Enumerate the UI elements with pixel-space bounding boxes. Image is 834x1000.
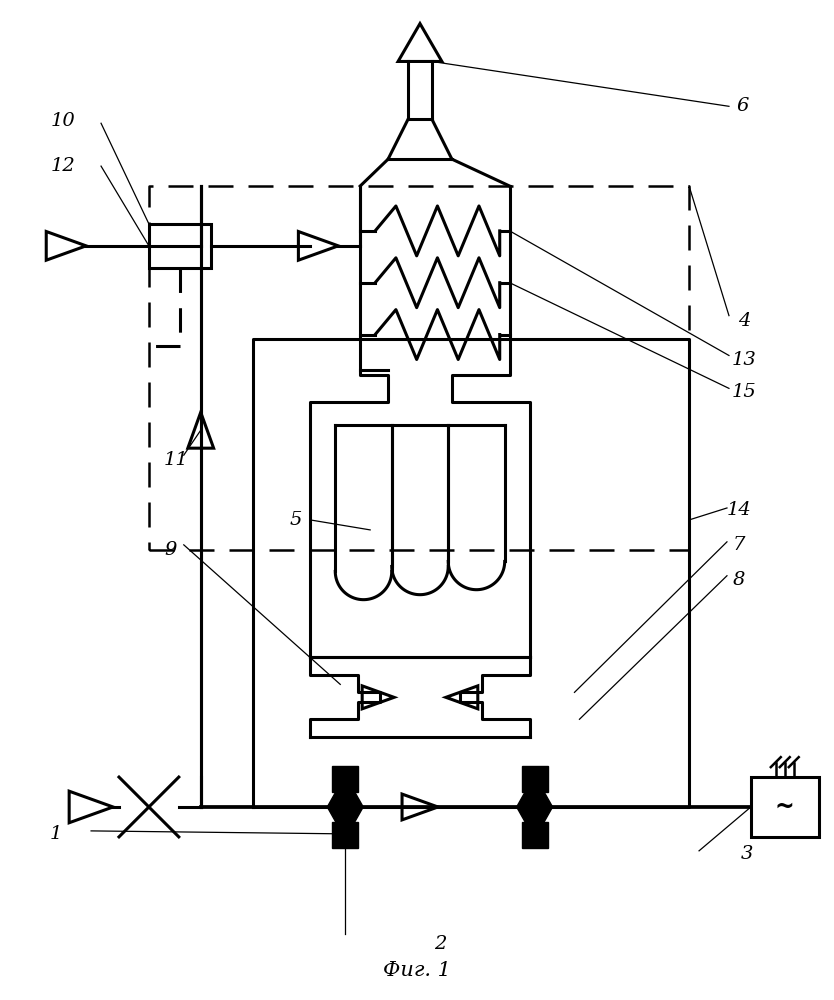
Polygon shape	[398, 24, 442, 61]
Text: 13: 13	[731, 351, 756, 369]
Text: 4: 4	[738, 312, 750, 330]
Text: 14: 14	[726, 501, 751, 519]
Text: 3: 3	[741, 845, 753, 863]
Text: 9: 9	[164, 541, 177, 559]
Polygon shape	[327, 775, 363, 839]
Text: 12: 12	[51, 157, 76, 175]
Polygon shape	[517, 775, 553, 839]
Bar	[521, 822, 548, 848]
Text: 1: 1	[50, 825, 63, 843]
Text: 7: 7	[733, 536, 745, 554]
Bar	[751, 777, 819, 837]
Text: Фиг. 1: Фиг. 1	[383, 961, 451, 980]
Text: 11: 11	[163, 451, 188, 469]
Bar	[521, 766, 548, 792]
Text: 10: 10	[51, 112, 76, 130]
Bar	[332, 766, 358, 792]
Text: 15: 15	[731, 383, 756, 401]
Text: 5: 5	[289, 511, 302, 529]
Text: 6: 6	[736, 97, 749, 115]
Text: 8: 8	[733, 571, 745, 589]
Bar	[332, 822, 358, 848]
Bar	[149, 224, 211, 268]
Text: ~: ~	[775, 795, 795, 819]
Text: 2: 2	[434, 935, 446, 953]
